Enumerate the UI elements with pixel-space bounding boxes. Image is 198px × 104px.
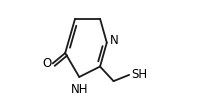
Text: NH: NH	[70, 83, 88, 96]
Text: N: N	[109, 34, 118, 47]
Text: O: O	[42, 57, 51, 70]
Text: SH: SH	[131, 68, 147, 81]
